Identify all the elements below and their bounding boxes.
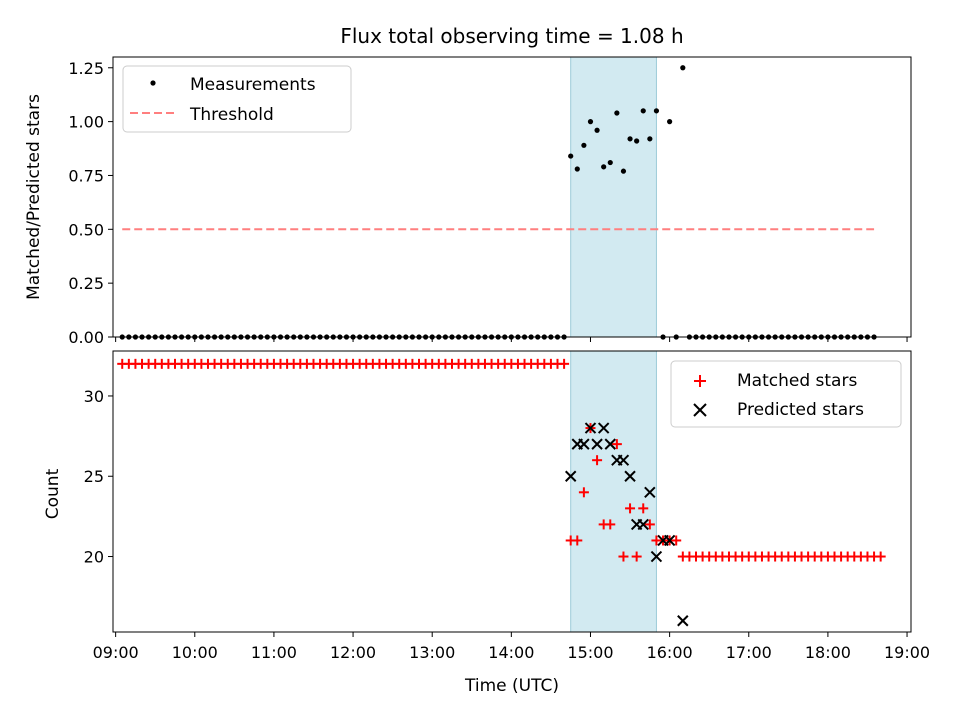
measurement-point (574, 166, 580, 172)
predicted-star-point (584, 422, 597, 434)
x-tick-label: 18:00 (805, 643, 851, 662)
x-tick-label: 13:00 (409, 643, 455, 662)
top-y-tick-label: 0.75 (68, 166, 104, 185)
bottom-x-ticks: 09:00 10:00 11:00 12:00 13:00 14:00 15:00 16:00… (93, 632, 930, 662)
x-tick-label: 19:00 (884, 643, 930, 662)
top-y-tick-label: 0.50 (68, 220, 104, 239)
x-tick-label: 12:00 (330, 643, 376, 662)
predicted-star-point (578, 438, 590, 450)
x-tick-label: 16:00 (647, 643, 693, 662)
measurement-point (587, 119, 594, 125)
x-tick-label: 10:00 (172, 643, 218, 662)
legend-predicted-label: Predicted stars (737, 400, 864, 420)
top-panel: 0.00 0.25 0.50 0.75 1.00 1.25 Matched/Predict… (24, 56, 912, 347)
measurement-point (640, 108, 646, 114)
top-y-tick-label: 0.00 (68, 328, 104, 347)
top-y-tick-label: 1.00 (68, 113, 104, 132)
predicted-star-point (604, 438, 616, 450)
measurement-point (614, 110, 620, 116)
matched-star-point (618, 551, 629, 562)
matched-star-point (611, 439, 622, 450)
top-x-ticks (115, 337, 908, 342)
top-legend-box (122, 65, 352, 133)
top-shaded-span (570, 56, 657, 338)
top-legend: Measurements Threshold (122, 65, 352, 133)
measurement-point (607, 159, 613, 166)
predicted-star-point (617, 454, 630, 466)
bottom-legend-box (670, 360, 902, 428)
top-y-ticks: 0.00 0.25 0.50 0.75 1.00 1.25 (68, 59, 113, 347)
top-plot-frame (112, 56, 912, 338)
bottom-y-tick-label: 25 (84, 467, 104, 486)
predicted-star-point (597, 422, 610, 434)
measurement-point (653, 108, 660, 114)
bottom-y-axis-label: Count (43, 468, 63, 519)
matched-star-point (644, 519, 655, 530)
predicted-star-point (650, 550, 663, 563)
matched-star-point (638, 503, 649, 514)
count-points (117, 358, 886, 627)
x-tick-label: 09:00 (93, 643, 139, 662)
legend-measurements-marker (150, 80, 156, 86)
bottom-plot-frame (112, 350, 912, 633)
predicted-star-point (637, 518, 649, 531)
top-y-tick-label: 0.25 (68, 274, 104, 293)
measurement-point (620, 168, 627, 174)
x-tick-label: 14:00 (488, 643, 534, 662)
x-axis-label: Time (UTC) (464, 676, 559, 696)
predicted-star-point (644, 486, 656, 499)
legend-matched-marker (694, 375, 706, 387)
matched-star-point (625, 503, 636, 514)
measurement-point (647, 136, 653, 142)
measurement-point (594, 127, 600, 133)
predicted-star-point (564, 470, 577, 482)
top-y-tick-label: 1.25 (68, 59, 104, 78)
bottom-panel: 09:00 10:00 11:00 12:00 13:00 14:00 15:00 16:00… (43, 350, 930, 696)
top-y-axis-label: Matched/Predicted stars (24, 94, 44, 300)
matched-star-point (671, 535, 682, 546)
matched-star-point (605, 519, 616, 530)
predicted-star-point (663, 534, 676, 547)
measurement-point (634, 138, 640, 144)
legend-matched-label: Matched stars (737, 371, 857, 391)
matched-star-point (572, 535, 583, 546)
measurement-point (667, 119, 673, 125)
matched-star-point (592, 455, 603, 466)
bottom-y-tick-label: 30 (84, 387, 104, 406)
matched-star-point (559, 358, 570, 369)
x-tick-label: 17:00 (726, 643, 772, 662)
bottom-y-ticks: 20 25 30 (84, 387, 113, 567)
predicted-star-point (591, 438, 603, 450)
legend-predicted-marker (693, 403, 707, 417)
matched-star-point (631, 551, 642, 562)
measurement-point (601, 164, 607, 170)
observing-span-rect (570, 56, 657, 338)
legend-threshold-label: Threshold (189, 105, 274, 125)
chart-title: Flux total observing time = 1.08 h (340, 24, 683, 48)
x-tick-label: 11:00 (251, 643, 297, 662)
bottom-y-tick-label: 20 (84, 548, 104, 567)
predicted-star-point (677, 615, 689, 627)
matched-star-point (578, 487, 589, 498)
predicted-star-point (624, 470, 636, 482)
measurement-point (680, 65, 686, 71)
bottom-legend: Matched stars Predicted stars (670, 360, 902, 428)
legend-measurements-label: Measurements (190, 75, 316, 95)
measurement-point (627, 136, 633, 142)
matched-star-point (875, 551, 886, 562)
measurement-point (568, 153, 574, 159)
measurement-point (581, 142, 587, 148)
x-tick-label: 15:00 (567, 643, 613, 662)
